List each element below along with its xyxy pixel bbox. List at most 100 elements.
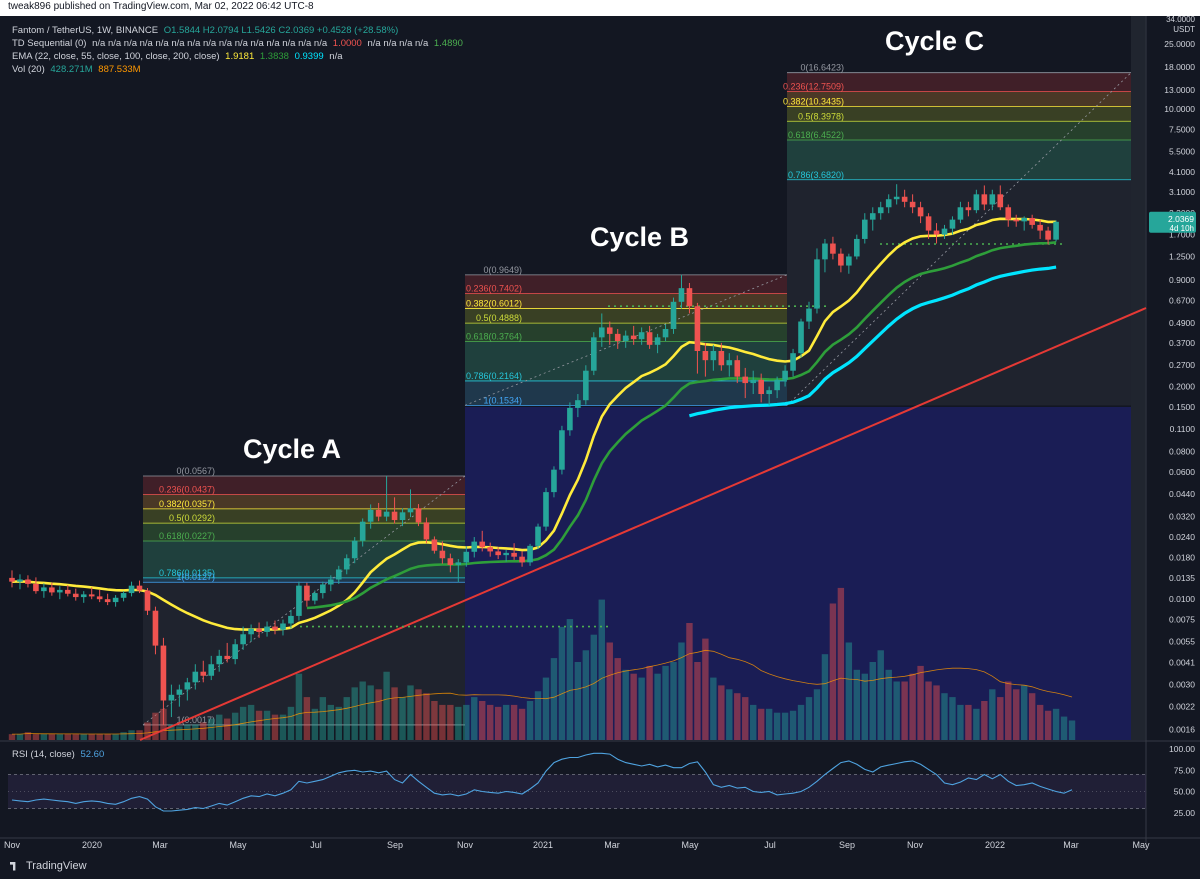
volume-bar	[287, 706, 295, 740]
fib-band	[787, 91, 1131, 107]
fib-level-label: 0.618(0.0227)	[159, 531, 215, 541]
volume-bar	[925, 681, 932, 740]
price-tick-label: 0.0800	[1169, 447, 1195, 457]
fib-level-label: 0.236(0.0437)	[159, 485, 215, 495]
tradingview-logo[interactable]: TradingView	[10, 860, 87, 872]
volume-bar	[88, 734, 95, 740]
candle-body	[1045, 230, 1051, 240]
candle-body	[806, 308, 812, 322]
candle-body	[176, 689, 183, 695]
volume-bar	[144, 722, 151, 740]
candle-body	[830, 243, 836, 254]
candle-body	[144, 590, 151, 611]
fib-level-label: 0(16.6423)	[800, 63, 844, 73]
published-bar: tweak896 published on TradingView.com, M…	[0, 0, 1200, 16]
volume-bar	[997, 697, 1004, 740]
candle-body	[622, 335, 629, 341]
volume-bar	[909, 673, 916, 740]
candle-body	[678, 288, 685, 302]
price-tick-label: 25.0000	[1164, 39, 1195, 49]
volume-bar	[582, 650, 590, 740]
fib-level-label: 0.618(6.4522)	[788, 130, 844, 140]
candle-body	[200, 671, 207, 676]
fib-band	[787, 106, 1131, 122]
price-tick-label: 7.5000	[1169, 124, 1195, 134]
volume-bar	[821, 654, 829, 740]
candle-body	[272, 626, 278, 630]
volume-bar	[973, 708, 980, 740]
volume-bar	[415, 689, 422, 740]
volume-bar	[216, 714, 223, 740]
volume-bar	[471, 697, 478, 740]
candle-body	[367, 509, 374, 522]
candle-body	[750, 379, 757, 384]
volume-bar	[431, 701, 438, 740]
price-tick-label: 5.5000	[1169, 146, 1195, 156]
volume-bar	[231, 712, 239, 740]
candle-body	[304, 585, 310, 601]
candle-body	[17, 579, 23, 582]
volume-bar	[662, 665, 669, 740]
price-tick-label: 10.0000	[1164, 104, 1195, 114]
candle-body	[64, 589, 71, 594]
candle-body	[72, 593, 79, 598]
volume-bar	[869, 662, 876, 740]
volume-bar	[837, 587, 845, 740]
volume-bar	[1060, 716, 1068, 740]
candle-body	[431, 539, 438, 551]
volume-bar	[120, 732, 127, 740]
volume-bar	[367, 685, 374, 740]
candle-body	[1053, 221, 1059, 240]
volume-bar	[223, 718, 231, 740]
price-axis-bg	[1146, 16, 1200, 744]
candle-body	[136, 585, 143, 591]
candle-body	[1021, 217, 1027, 222]
volume-bar	[805, 697, 813, 740]
candle-body	[168, 694, 175, 701]
time-tick-label: Nov	[4, 840, 21, 850]
price-tick-label: 0.0016	[1169, 724, 1195, 734]
volume-bar	[359, 681, 366, 740]
volume-bar	[192, 724, 199, 740]
fib-band	[465, 380, 787, 406]
volume-bar	[383, 671, 390, 740]
volume-bar	[989, 689, 996, 740]
volume-bar	[104, 734, 111, 740]
brand-text: TradingView	[26, 860, 87, 872]
volume-bar	[654, 673, 661, 740]
volume-bar	[407, 685, 414, 740]
candle-body	[877, 207, 884, 214]
price-tick-label: 0.0180	[1169, 552, 1195, 562]
cycle-c-label: Cycle C	[885, 26, 985, 56]
volume-bar	[399, 697, 406, 740]
candle-body	[638, 332, 645, 340]
time-tick-label: Nov	[457, 840, 474, 850]
volume-bar	[64, 734, 71, 740]
volume-bar	[510, 704, 518, 740]
volume-bar	[40, 734, 48, 740]
volume-bar	[1068, 720, 1076, 740]
countdown-label: 4d 10h	[1170, 224, 1194, 233]
price-tick-label: 3.1000	[1169, 187, 1195, 197]
candle-body	[981, 194, 988, 205]
candle-body	[328, 579, 334, 585]
candle-body	[694, 306, 701, 351]
volume-bar	[494, 706, 502, 740]
fib-band	[787, 72, 1131, 92]
candle-body	[519, 556, 525, 563]
volume-bar	[208, 718, 215, 740]
volume-bar	[534, 691, 542, 740]
candle-body	[551, 469, 557, 493]
ema100-line	[688, 265, 1057, 418]
candle-body	[885, 199, 892, 208]
candle-body	[662, 328, 669, 338]
volume-bar	[439, 704, 446, 740]
price-tick-label: 0.1500	[1169, 402, 1195, 412]
candle-body	[248, 628, 254, 635]
price-tick-label: 0.0022	[1169, 702, 1195, 712]
price-tick-label: 0.6700	[1169, 296, 1195, 306]
volume-bar	[351, 687, 358, 740]
time-tick-label: 2022	[985, 840, 1005, 850]
candle-body	[543, 492, 549, 527]
